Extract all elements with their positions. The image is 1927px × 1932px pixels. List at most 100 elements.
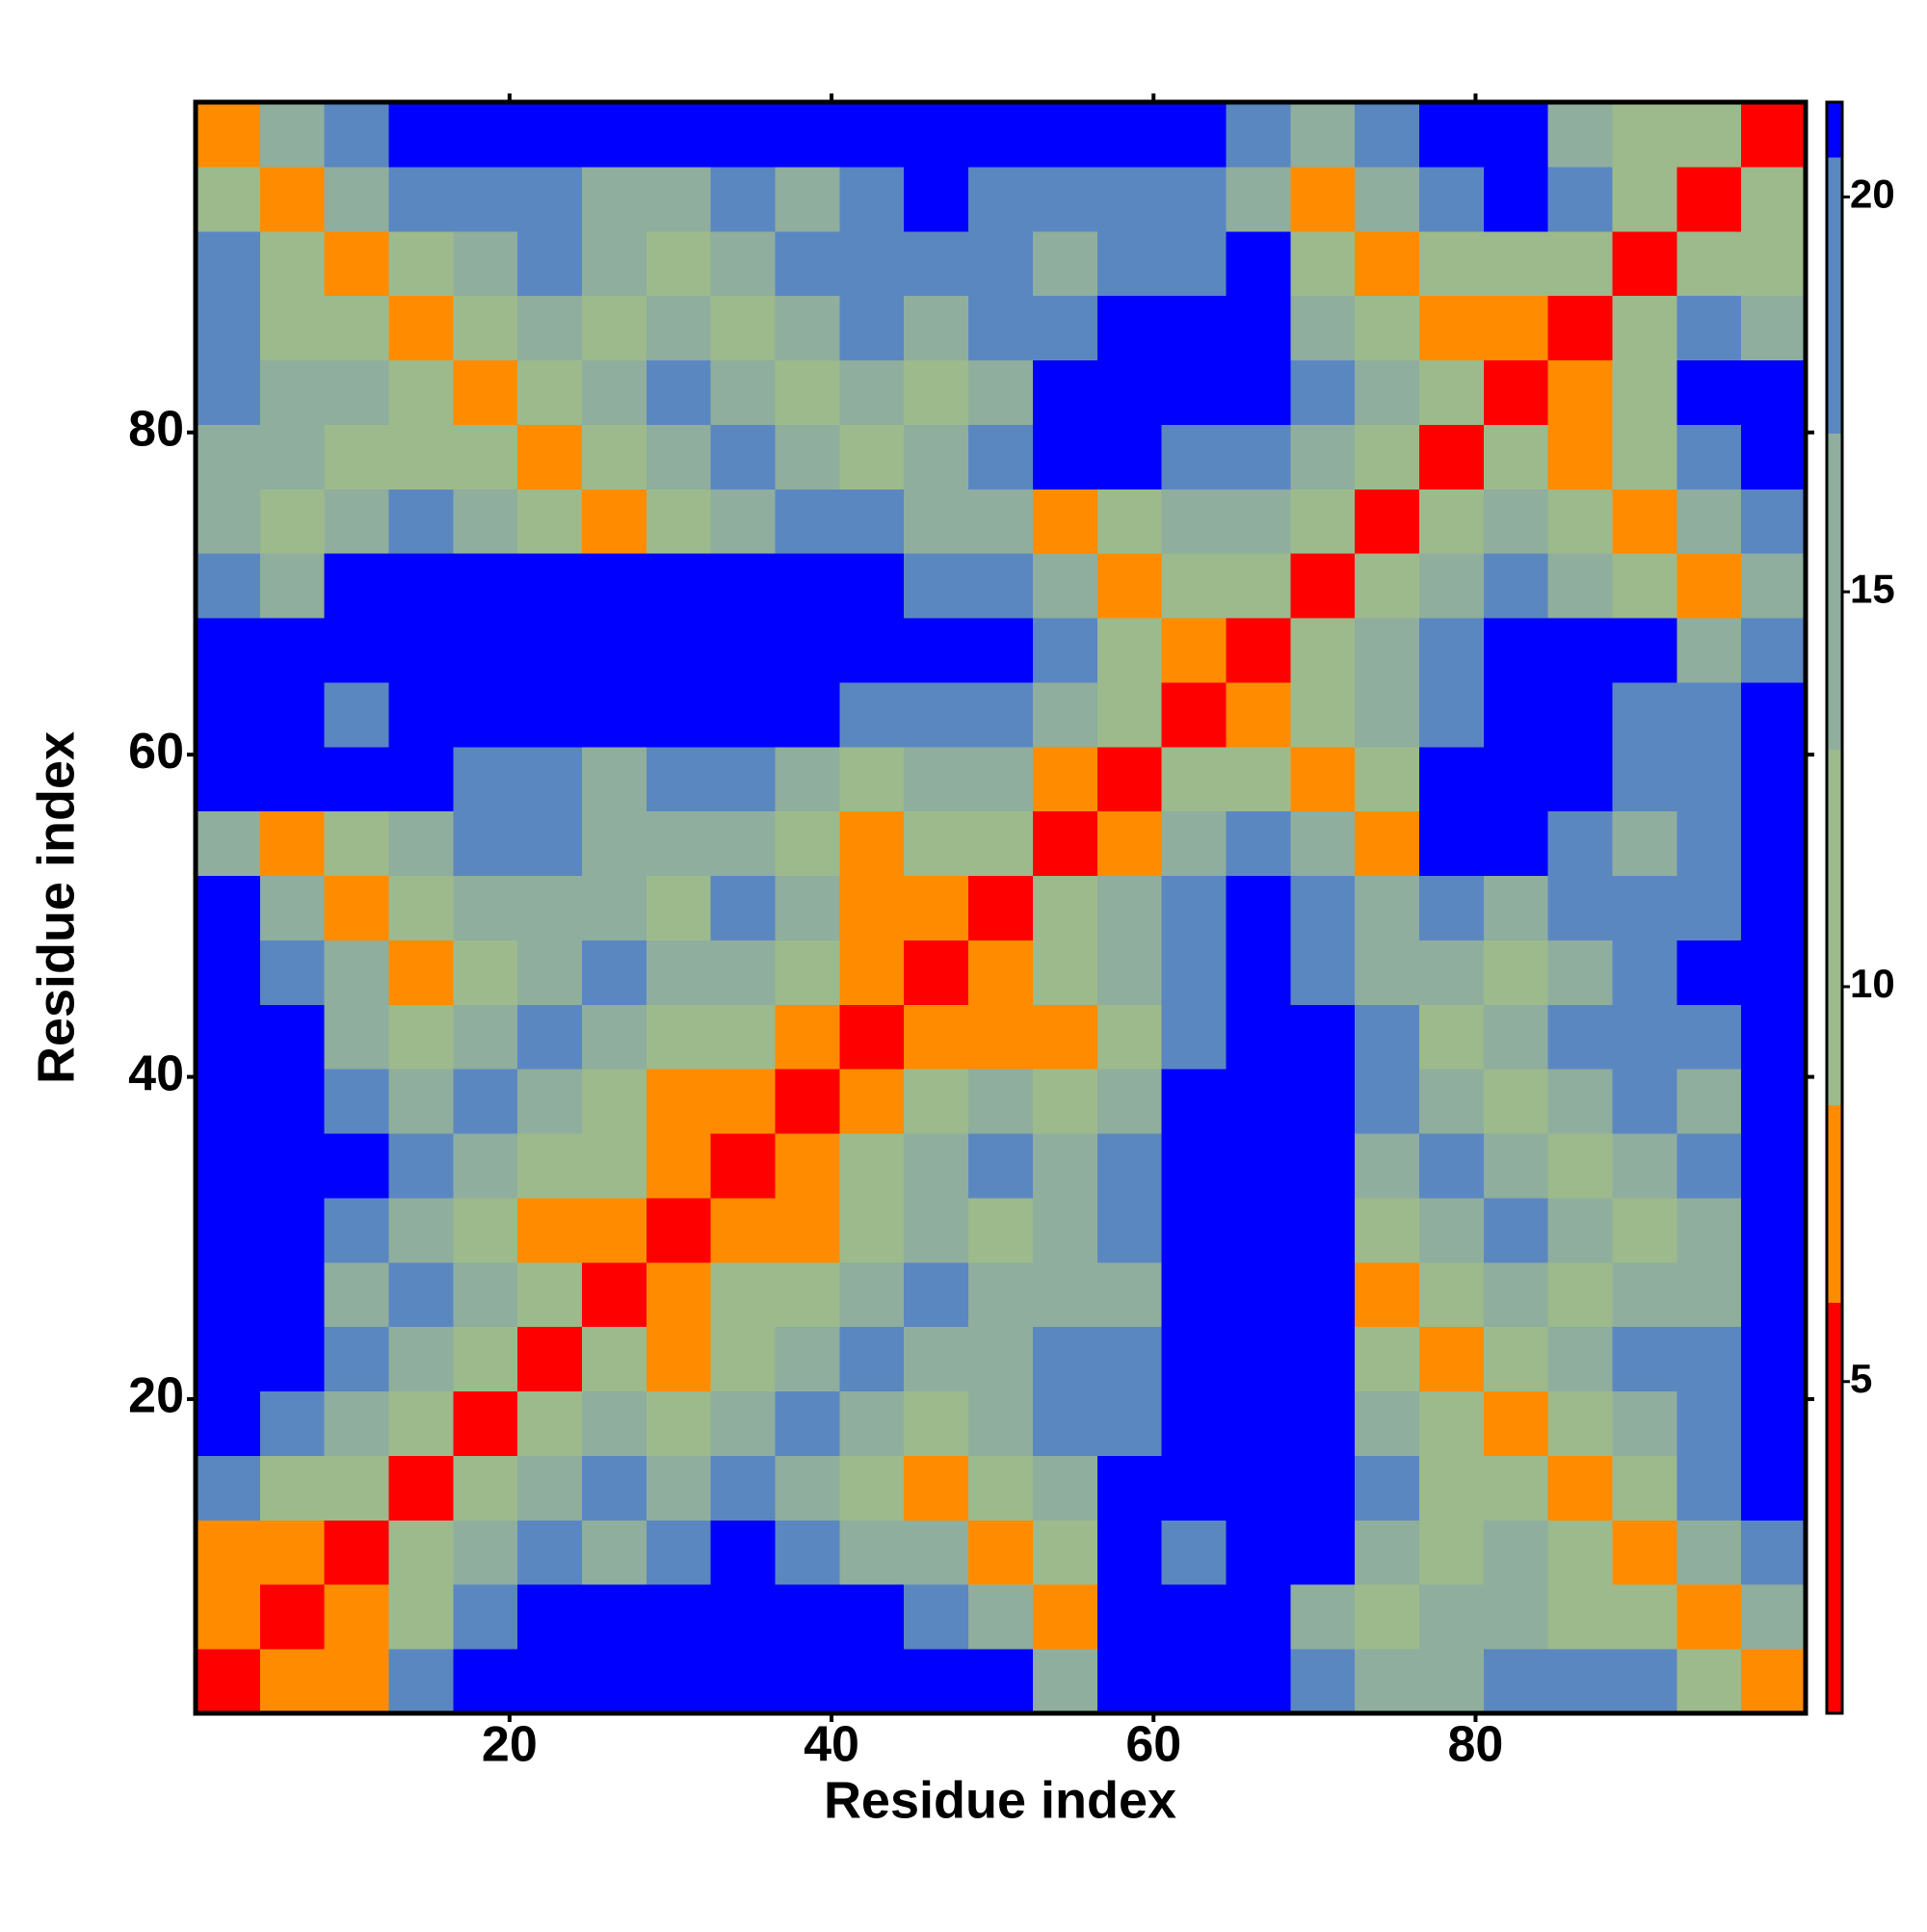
colorbar-frame (1825, 100, 1844, 1715)
heatmap-cell (968, 1520, 1034, 1585)
heatmap-cell (1741, 1004, 1807, 1070)
heatmap-cell (904, 1649, 969, 1714)
heatmap-cell (1226, 875, 1291, 940)
heatmap-cell (904, 1197, 969, 1263)
heatmap-cell (1355, 1455, 1420, 1521)
heatmap-cell (1547, 1004, 1613, 1070)
heatmap-cell (1612, 940, 1677, 1005)
heatmap-cell (1290, 875, 1356, 940)
heatmap-cell (1612, 102, 1677, 168)
heatmap-cell (775, 875, 840, 940)
heatmap-cell (710, 230, 777, 297)
heatmap-cell (582, 424, 647, 490)
heatmap-cell (582, 875, 647, 940)
heatmap-cell (1290, 746, 1356, 812)
colorbar-segment (1827, 102, 1842, 158)
heatmap-cell (1290, 424, 1356, 490)
heatmap-cell (1096, 940, 1163, 1005)
heatmap-cell (968, 424, 1034, 490)
heatmap-cell (582, 940, 647, 1005)
heatmap-cell (968, 1197, 1034, 1263)
heatmap-cell (388, 681, 454, 748)
heatmap-cell (646, 553, 712, 619)
heatmap-cell (839, 1390, 905, 1456)
heatmap-cell (646, 940, 712, 1005)
heatmap-cell (196, 1326, 261, 1392)
heatmap-cell (1355, 553, 1420, 619)
heatmap-cell (839, 553, 905, 619)
heatmap-cell (1676, 295, 1742, 361)
heatmap-cell (388, 746, 454, 812)
heatmap-cell (1096, 489, 1163, 554)
y-axis-title: Residue index (27, 731, 85, 1084)
heatmap-cell (710, 1390, 777, 1456)
heatmap-cell (1676, 102, 1742, 168)
heatmap-cell (196, 618, 261, 683)
heatmap-cell (1418, 1004, 1485, 1070)
heatmap-cell (324, 1133, 390, 1199)
heatmap-cell (324, 940, 390, 1005)
heatmap-cell (517, 424, 583, 490)
heatmap-cell (1226, 1584, 1291, 1650)
heatmap-cell (517, 359, 583, 425)
heatmap-cell (904, 359, 969, 425)
heatmap-cell (710, 1004, 777, 1070)
heatmap-cell (839, 489, 905, 554)
heatmap-cell (646, 1390, 712, 1456)
heatmap-cell (710, 1520, 777, 1585)
heatmap-cell (1483, 746, 1549, 812)
heatmap-cell (1418, 102, 1485, 168)
heatmap-cell (324, 295, 390, 361)
heatmap-cell (1161, 295, 1227, 361)
heatmap-cell (1096, 1584, 1163, 1650)
heatmap-cell (904, 489, 969, 554)
heatmap-cell (1741, 553, 1807, 619)
heatmap-cell (1032, 230, 1098, 297)
heatmap-cell (1355, 1261, 1420, 1328)
heatmap-cell (1355, 1649, 1420, 1714)
heatmap-cell (388, 359, 454, 425)
heatmap-cell (1418, 1455, 1485, 1521)
heatmap-cell (775, 1390, 840, 1456)
heatmap-cell (710, 618, 777, 683)
heatmap-cell (775, 618, 840, 683)
heatmap-cell (259, 746, 326, 812)
heatmap-cell (196, 1069, 261, 1134)
heatmap-cell (1418, 681, 1485, 748)
heatmap-cell (646, 681, 712, 748)
heatmap-cell (1355, 230, 1420, 297)
heatmap-cell (388, 940, 454, 1005)
heatmap-cell (1290, 295, 1356, 361)
heatmap-cell (1418, 1520, 1485, 1585)
heatmap-cell (1741, 359, 1807, 425)
heatmap-cell (968, 875, 1034, 940)
heatmap-cell (196, 1133, 261, 1199)
heatmap-cell (968, 166, 1034, 232)
heatmap-cell (646, 746, 712, 812)
heatmap-cell (388, 810, 454, 877)
heatmap-cell (324, 166, 390, 232)
heatmap-cell (710, 1197, 777, 1263)
heatmap-cell (1226, 1004, 1291, 1070)
heatmap-cell (1355, 618, 1420, 683)
heatmap-cell (710, 166, 777, 232)
heatmap-cell (196, 230, 261, 297)
heatmap-cell (1355, 424, 1420, 490)
heatmap-cell (1612, 1455, 1677, 1521)
heatmap-cell (259, 102, 326, 168)
heatmap-cell (1676, 230, 1742, 297)
heatmap-cell (904, 102, 969, 168)
heatmap-cell (775, 1326, 840, 1392)
heatmap-cell (1032, 489, 1098, 554)
heatmap-cell (388, 1326, 454, 1392)
heatmap-cell (1612, 1133, 1677, 1199)
heatmap-cell (710, 102, 777, 168)
heatmap-cell (1676, 1649, 1742, 1714)
heatmap-cell (1226, 230, 1291, 297)
heatmap-cell (775, 1520, 840, 1585)
heatmap-cell (646, 1197, 712, 1263)
heatmap-cell (1676, 1390, 1742, 1456)
heatmap-cell (196, 1649, 261, 1714)
heatmap-cell (1161, 1326, 1227, 1392)
heatmap-cell (710, 424, 777, 490)
